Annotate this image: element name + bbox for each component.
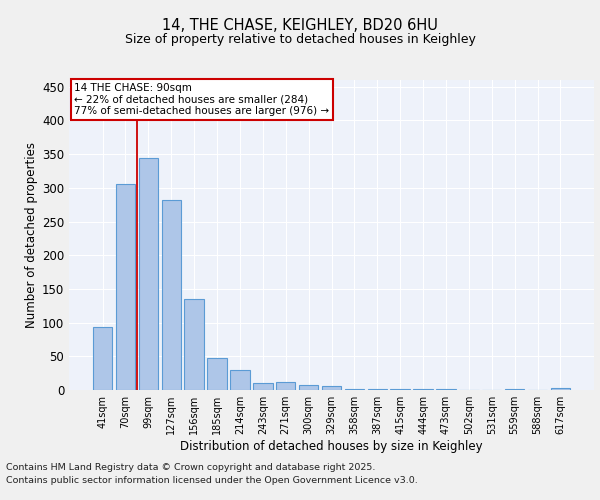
Bar bbox=[208, 358, 227, 390]
X-axis label: Distribution of detached houses by size in Keighley: Distribution of detached houses by size … bbox=[180, 440, 483, 453]
Bar bbox=[184, 299, 204, 390]
Y-axis label: Number of detached properties: Number of detached properties bbox=[25, 142, 38, 328]
Bar bbox=[93, 328, 112, 390]
Bar bbox=[299, 384, 319, 390]
Text: Size of property relative to detached houses in Keighley: Size of property relative to detached ho… bbox=[125, 32, 475, 46]
Bar bbox=[391, 388, 410, 390]
Bar bbox=[322, 386, 341, 390]
Bar bbox=[253, 382, 272, 390]
Bar bbox=[551, 388, 570, 390]
Text: Contains public sector information licensed under the Open Government Licence v3: Contains public sector information licen… bbox=[6, 476, 418, 485]
Bar bbox=[161, 200, 181, 390]
Bar bbox=[139, 158, 158, 390]
Text: 14, THE CHASE, KEIGHLEY, BD20 6HU: 14, THE CHASE, KEIGHLEY, BD20 6HU bbox=[162, 18, 438, 32]
Bar bbox=[344, 388, 364, 390]
Text: 14 THE CHASE: 90sqm
← 22% of detached houses are smaller (284)
77% of semi-detac: 14 THE CHASE: 90sqm ← 22% of detached ho… bbox=[74, 83, 329, 116]
Bar bbox=[116, 184, 135, 390]
Bar bbox=[276, 382, 295, 390]
Bar bbox=[230, 370, 250, 390]
Text: Contains HM Land Registry data © Crown copyright and database right 2025.: Contains HM Land Registry data © Crown c… bbox=[6, 462, 376, 471]
